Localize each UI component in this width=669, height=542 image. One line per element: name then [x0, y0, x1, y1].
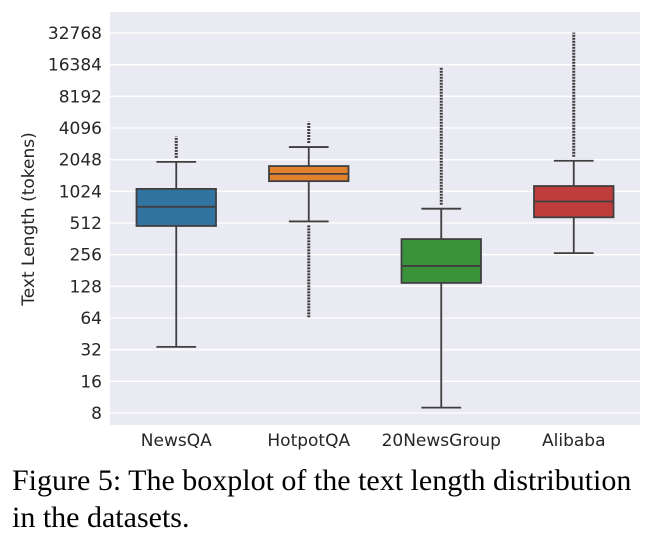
x-tick-label: HotpotQA	[267, 431, 350, 451]
y-tick-label: 16384	[48, 56, 102, 76]
y-tick-label: 64	[80, 309, 102, 329]
y-tick-label: 256	[70, 246, 102, 266]
y-tick-label: 32768	[48, 24, 102, 44]
y-tick-label: 1024	[59, 182, 102, 202]
y-tick-label: 16	[80, 372, 102, 392]
y-tick-label: 8	[91, 404, 102, 424]
x-tick-labels: NewsQA HotpotQA 20NewsGroup Alibaba	[141, 431, 606, 451]
y-tick-labels: 8 16 32 64 128 256 512 1024 2048 4096 8192 16384 327…	[48, 24, 102, 424]
figure-caption: Figure 5: The boxplot of the text length…	[12, 464, 632, 534]
y-tick-label: 128	[70, 277, 102, 297]
iqr-box	[400, 238, 482, 284]
box-20newsgroup	[400, 67, 482, 409]
box-hotpotqa	[268, 121, 350, 318]
boxes	[135, 32, 615, 409]
box-newsqa	[135, 136, 217, 348]
x-tick-label: Alibaba	[542, 431, 606, 451]
y-tick-label: 2048	[59, 151, 102, 171]
y-tick-label: 512	[70, 214, 102, 234]
y-axis-label: Text Length (tokens)	[19, 132, 39, 307]
x-tick-label: 20NewsGroup	[382, 431, 501, 451]
x-tick-label: NewsQA	[141, 431, 212, 451]
box-alibaba	[533, 32, 615, 254]
y-tick-label: 8192	[59, 87, 102, 107]
y-tick-label: 32	[80, 341, 102, 361]
y-tick-label: 4096	[59, 119, 102, 139]
boxplot-chart: 8 16 32 64 128 256 512 1024 2048 4096 8192 16384 327…	[19, 12, 640, 451]
